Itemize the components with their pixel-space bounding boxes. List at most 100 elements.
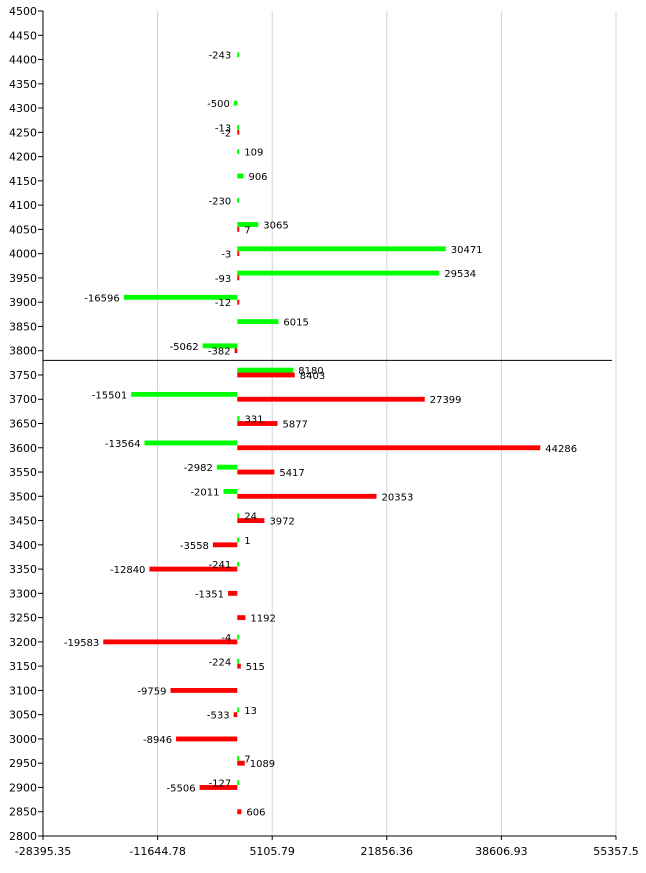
green-bar-label: 1 bbox=[244, 536, 250, 547]
red-bar-label: 20353 bbox=[382, 492, 414, 503]
red-bar-label: -12 bbox=[215, 298, 231, 309]
green-bar bbox=[237, 634, 240, 640]
red-bar-label: 27399 bbox=[430, 395, 462, 406]
green-bar-label: -2982 bbox=[184, 463, 213, 474]
y-tick-label: 3700 bbox=[9, 393, 37, 406]
x-tick-label: 55357.5 bbox=[593, 845, 639, 858]
red-bar bbox=[237, 615, 246, 621]
y-tick-label: 4150 bbox=[9, 175, 37, 188]
green-bar-label: 29534 bbox=[444, 269, 476, 280]
red-bar-label: -12840 bbox=[110, 565, 145, 576]
red-bar-label: -93 bbox=[215, 274, 231, 285]
y-tick-label: 3900 bbox=[9, 296, 37, 309]
red-bar bbox=[237, 251, 240, 257]
red-bar bbox=[237, 445, 541, 451]
red-bar-label: -3 bbox=[221, 250, 231, 261]
red-bar bbox=[237, 396, 425, 402]
red-bar-label: -382 bbox=[208, 347, 231, 358]
red-bar bbox=[237, 809, 242, 815]
x-tick-label: -28395.35 bbox=[15, 845, 71, 858]
red-bar bbox=[103, 639, 238, 645]
green-bar-label: -224 bbox=[209, 657, 232, 668]
green-bar-label: -230 bbox=[209, 196, 232, 207]
green-bar bbox=[202, 343, 238, 349]
green-bar bbox=[237, 780, 240, 786]
y-tick-label: 3600 bbox=[9, 442, 37, 455]
green-bar-label: 906 bbox=[248, 172, 267, 183]
green-bar-label: -241 bbox=[209, 560, 232, 571]
y-tick-label: 3750 bbox=[9, 369, 37, 382]
y-tick-label: 2900 bbox=[9, 781, 37, 794]
x-tick-label: -11644.78 bbox=[129, 845, 185, 858]
green-bar-label: -243 bbox=[209, 51, 232, 62]
y-tick-label: 4300 bbox=[9, 102, 37, 115]
red-bar bbox=[237, 663, 241, 669]
green-bar bbox=[131, 391, 238, 397]
red-bar bbox=[233, 712, 238, 718]
green-bar-label: -2011 bbox=[190, 487, 219, 498]
green-bar bbox=[223, 489, 238, 494]
y-tick-label: 2850 bbox=[9, 806, 37, 819]
red-bar-label: -2 bbox=[221, 128, 231, 139]
y-tick-label: 3200 bbox=[9, 636, 37, 649]
red-bar-label: -5506 bbox=[167, 783, 196, 794]
bar-labels: -243 -500 -13 109 906 -230 3065 30471 29534 -1659… bbox=[64, 51, 577, 819]
green-bar bbox=[237, 367, 294, 373]
red-bar bbox=[237, 493, 377, 499]
y-tick-label: 4050 bbox=[9, 223, 37, 236]
red-bar bbox=[237, 372, 295, 378]
red-bar-label: 3972 bbox=[269, 517, 294, 528]
green-bar-label: 3065 bbox=[263, 221, 288, 232]
green-bar bbox=[237, 125, 240, 130]
green-bar bbox=[237, 149, 240, 155]
y-tick-label: 3800 bbox=[9, 345, 37, 358]
y-tick-label: 3650 bbox=[9, 418, 37, 431]
y-tick-label: 4200 bbox=[9, 151, 37, 164]
y-tick-label: 4100 bbox=[9, 199, 37, 212]
green-bar-label: 331 bbox=[245, 415, 264, 426]
y-tick-label: 3950 bbox=[9, 272, 37, 285]
red-bar-label: -9759 bbox=[137, 686, 166, 697]
green-bar-label: -16596 bbox=[84, 293, 119, 304]
green-bar-label: 6015 bbox=[283, 318, 308, 329]
green-bar-label: -13 bbox=[215, 123, 231, 134]
x-tick-label: 38606.93 bbox=[475, 845, 528, 858]
red-bar-label: 515 bbox=[246, 662, 265, 673]
green-bar bbox=[144, 440, 238, 446]
red-bar-label: -1351 bbox=[195, 589, 224, 600]
red-bar bbox=[237, 275, 240, 281]
green-bar bbox=[233, 100, 238, 106]
red-bar bbox=[237, 421, 278, 426]
red-bar bbox=[237, 226, 240, 232]
red-bar-label: -533 bbox=[207, 711, 230, 722]
green-bar-label: 24 bbox=[244, 512, 257, 523]
green-bar bbox=[237, 416, 240, 422]
green-bar-label: -127 bbox=[209, 779, 232, 790]
red-bar bbox=[149, 566, 238, 572]
axes: -28395.35 -11644.78 5105.79 21856.36 38606.9… bbox=[9, 5, 639, 858]
red-bar bbox=[237, 469, 275, 475]
y-tick-label: 4000 bbox=[9, 248, 37, 261]
green-bar-label: 109 bbox=[244, 148, 263, 159]
red-bar bbox=[212, 542, 238, 548]
green-bar bbox=[237, 537, 240, 543]
y-tick-label: 4350 bbox=[9, 78, 37, 91]
y-tick-label: 4400 bbox=[9, 54, 37, 67]
red-bar-label: 5417 bbox=[279, 468, 304, 479]
green-bar bbox=[237, 319, 279, 325]
y-tick-label: 3050 bbox=[9, 709, 37, 722]
green-bar bbox=[237, 270, 440, 276]
green-bar bbox=[237, 246, 446, 252]
y-tick-label: 3500 bbox=[9, 490, 37, 503]
x-tick-label: 5105.79 bbox=[249, 845, 295, 858]
red-bar-label: -19583 bbox=[64, 638, 99, 649]
red-bar-label: -3558 bbox=[180, 541, 209, 552]
red-bar bbox=[170, 687, 238, 693]
green-bar bbox=[216, 464, 238, 470]
y-tick-label: 3150 bbox=[9, 660, 37, 673]
y-tick-label: 4450 bbox=[9, 29, 37, 42]
red-bar-label: 8403 bbox=[300, 371, 325, 382]
y-tick-label: 2950 bbox=[9, 757, 37, 770]
green-bar bbox=[123, 294, 238, 300]
red-bar-label: 1089 bbox=[250, 759, 275, 770]
